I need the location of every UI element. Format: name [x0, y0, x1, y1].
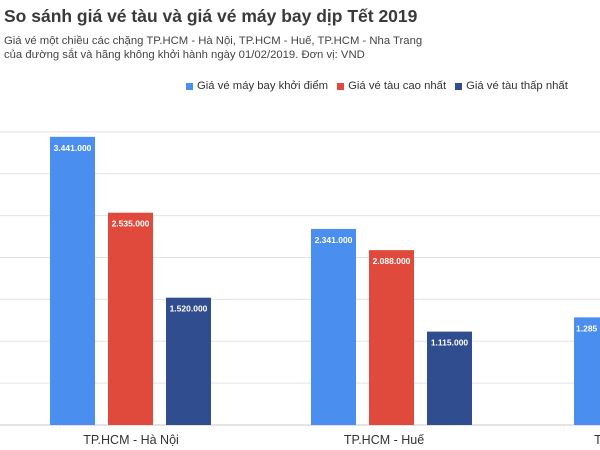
data-label: 2.341.000: [315, 235, 353, 245]
legend-swatch-train-low: [455, 82, 463, 90]
data-label: 2.535.000: [112, 219, 150, 229]
bar: [574, 317, 600, 425]
bar: [166, 297, 211, 425]
bar: [108, 212, 153, 425]
legend-label-train-low: Giá vé tàu thấp nhất: [466, 80, 568, 92]
legend-item-plane-start[interactable]: Giá vé máy bay khởi điểm: [186, 80, 328, 92]
bar: [369, 250, 414, 425]
bar: [311, 228, 356, 425]
data-label: 1.285: [576, 323, 598, 333]
category-label: TP.HCM - Hà Nội: [83, 433, 179, 447]
data-label: 1.115.000: [431, 338, 469, 348]
data-label: 2.088.000: [373, 256, 411, 266]
category-label: TP.HCM - Huế: [344, 433, 424, 447]
data-label: 1.520.000: [170, 304, 208, 314]
bar: [50, 136, 95, 425]
legend-label-train-high: Giá vé tàu cao nhất: [348, 80, 447, 92]
bar: [427, 331, 472, 425]
subtitle-line-1: Giá vé một chiều các chặng TP.HCM - Hà N…: [4, 35, 423, 47]
legend-swatch-train-high: [337, 82, 345, 90]
category-label: T: [594, 433, 600, 447]
subtitle-line-2: của đường sắt và hãng không khởi hành ng…: [4, 49, 365, 61]
legend-swatch-plane-start: [186, 82, 193, 90]
legend-label-plane-start: Giá vé máy bay khởi điểm: [197, 80, 329, 92]
chart-subtitle: Giá vé một chiều các chặng TP.HCM - Hà N…: [4, 34, 422, 62]
chart-title: So sánh giá vé tàu và giá vé máy bay dịp…: [4, 6, 418, 26]
data-label: 3.441.000: [54, 143, 92, 153]
chart-legend: Giá vé máy bay khởi điểm Giá vé tàu cao …: [186, 80, 568, 92]
legend-item-train-low[interactable]: Giá vé tàu thấp nhất: [455, 80, 568, 92]
legend-item-train-high[interactable]: Giá vé tàu cao nhất: [337, 80, 446, 92]
